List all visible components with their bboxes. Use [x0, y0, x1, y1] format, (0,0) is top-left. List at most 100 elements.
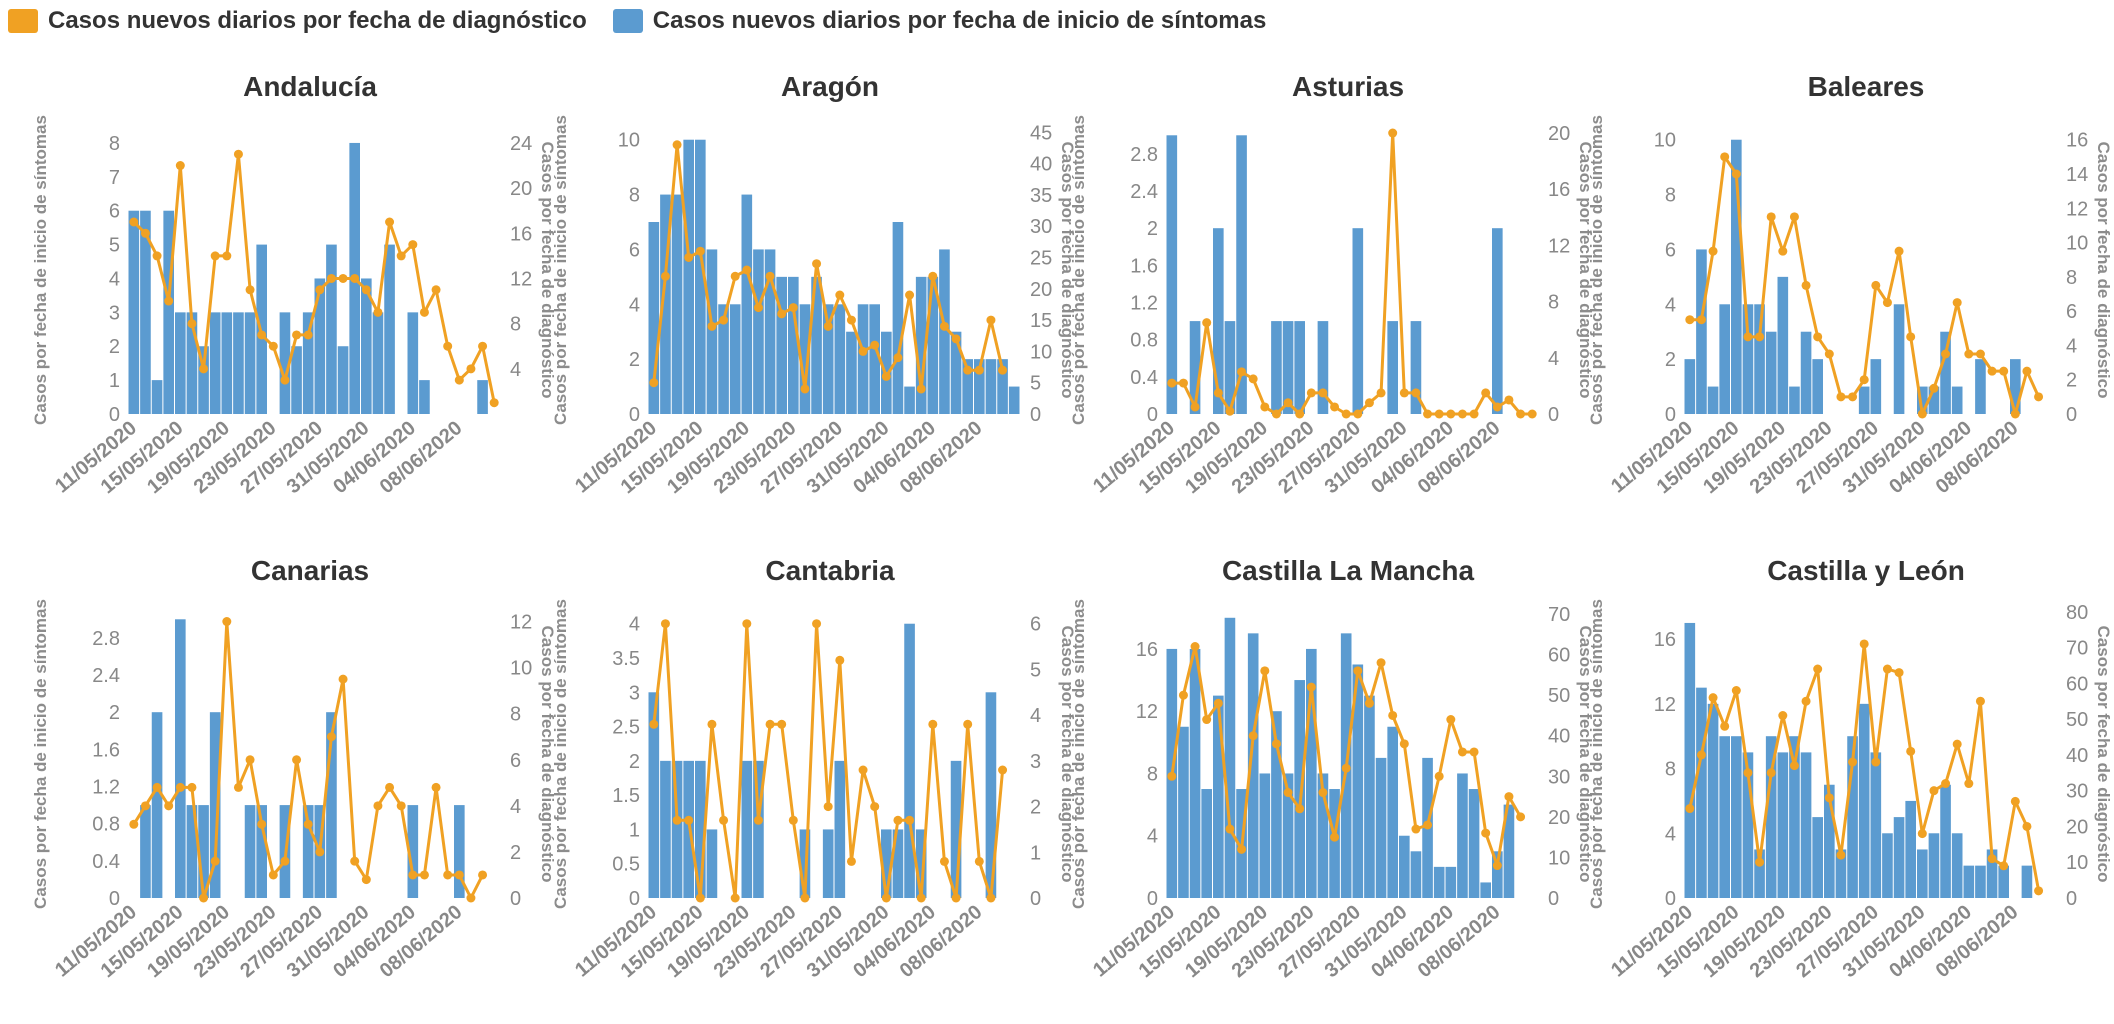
y-left-tick-label: 2.5 — [612, 717, 640, 739]
y-left-tick-label: 6 — [1665, 239, 1676, 261]
line-point — [2010, 796, 2020, 806]
y-left-tick-label: 0.8 — [1130, 330, 1158, 352]
line-point — [963, 365, 973, 375]
line-point — [998, 765, 1008, 775]
y-right-tick-label: 70 — [1548, 604, 1570, 626]
y-left-tick-label: 8 — [1147, 763, 1158, 785]
line-point — [1882, 664, 1892, 674]
y-left-tick-label: 1.6 — [1130, 255, 1158, 277]
bar — [1975, 865, 1986, 898]
y-left-tick-label: 6 — [109, 201, 120, 223]
line-point — [292, 755, 302, 765]
line-point — [1696, 315, 1706, 325]
line-point — [1306, 682, 1316, 692]
y-right-tick-label: 4 — [1548, 348, 1559, 370]
chart-panel: Aragón 0 2 4 6 8 10 0 5 10 15 20 25 30 35 40 45 Casos por… — [520, 50, 1077, 540]
bar — [1282, 773, 1294, 898]
line-point — [1836, 392, 1846, 402]
line-point — [1446, 409, 1456, 419]
line-point — [1789, 212, 1799, 222]
line-point — [1836, 850, 1846, 860]
bar — [1008, 386, 1020, 414]
bar — [1986, 849, 1998, 898]
line-point — [350, 273, 360, 283]
line-point — [1481, 828, 1491, 838]
line-point — [893, 353, 903, 363]
y-left-tick-label: 2.4 — [92, 665, 120, 687]
y-right-tick-label: 60 — [1548, 645, 1570, 667]
bar — [1707, 703, 1719, 898]
bar — [683, 139, 694, 414]
bar — [198, 805, 209, 898]
bar — [1387, 726, 1398, 898]
y-left-axis-label: Casos por fecha de inicio de síntomas — [1069, 115, 1088, 425]
chart-svg: Baleares 0 2 4 6 8 10 0 2 4 6 8 10 12 14 16 Casos por fe… — [1587, 71, 2113, 498]
chart-title: Asturias — [1292, 71, 1404, 102]
line-point — [489, 398, 499, 408]
y-left-tick-label: 0 — [109, 404, 120, 426]
line-point — [1906, 332, 1916, 342]
line-point — [916, 384, 926, 394]
line-point — [1225, 824, 1235, 834]
y-right-axis-label: Casos por fecha de diagnóstico — [1058, 626, 1077, 883]
bar — [834, 304, 846, 414]
bar — [1707, 386, 1719, 414]
line-point — [1894, 246, 1904, 256]
y-right-tick-label: 4 — [2066, 335, 2077, 357]
bar — [788, 276, 799, 414]
bar — [314, 278, 326, 414]
y-right-tick-label: 0 — [1548, 888, 1559, 910]
y-left-tick-label: 4 — [1665, 294, 1676, 316]
line-point — [1237, 844, 1247, 854]
y-right-tick-label: 4 — [1030, 705, 1041, 727]
line-point — [1871, 280, 1881, 290]
line-point — [823, 321, 833, 331]
bar — [1882, 833, 1893, 898]
line-point — [175, 161, 185, 171]
y-left-tick-label: 16 — [1654, 629, 1676, 651]
line-point — [1202, 715, 1212, 725]
line-point — [1423, 820, 1433, 830]
y-right-tick-label: 2 — [510, 842, 521, 864]
line-point — [373, 307, 383, 317]
line-point — [431, 782, 441, 792]
bar — [1178, 726, 1189, 898]
line-point — [672, 815, 682, 825]
line-point — [1859, 375, 1869, 385]
line-point — [905, 815, 915, 825]
line-point — [1516, 409, 1526, 419]
bar — [1684, 622, 1696, 898]
line-point — [396, 251, 406, 261]
bar — [985, 359, 997, 414]
line-point — [373, 801, 383, 811]
y-left-tick-label: 4 — [629, 614, 640, 636]
bar — [1329, 789, 1340, 898]
line-point — [1167, 771, 1177, 781]
bar — [256, 805, 267, 898]
bar — [1352, 664, 1364, 898]
y-left-tick-label: 0 — [1665, 888, 1676, 910]
line-point — [730, 271, 740, 281]
chart-title: Castilla La Mancha — [1222, 555, 1475, 586]
chart-panel: Baleares 0 2 4 6 8 10 0 2 4 6 8 10 12 14 16 Casos por fe… — [1556, 50, 2113, 540]
bar — [419, 380, 430, 414]
line-point — [660, 271, 670, 281]
line-point — [1295, 409, 1305, 419]
line-point — [1708, 693, 1718, 703]
bar — [1928, 386, 1940, 414]
line-point — [812, 259, 822, 269]
bar — [128, 210, 140, 414]
y-right-tick-label: 16 — [1548, 179, 1570, 201]
bar — [822, 829, 834, 898]
line-point — [1260, 666, 1270, 676]
line-point — [1353, 666, 1363, 676]
line-point — [1789, 761, 1799, 771]
bar — [857, 304, 869, 414]
bar — [186, 312, 198, 414]
chart-panel: Cantabria 0 0.5 1 1.5 2 2.5 3 3.5 4 0 1 2 3 4 5 6 Casos p… — [520, 534, 1077, 1024]
y-left-tick-label: 0 — [109, 888, 120, 910]
y-left-tick-label: 1.6 — [92, 739, 120, 761]
bar — [1166, 135, 1178, 414]
line-point — [742, 619, 752, 629]
y-right-tick-label: 10 — [510, 658, 532, 680]
